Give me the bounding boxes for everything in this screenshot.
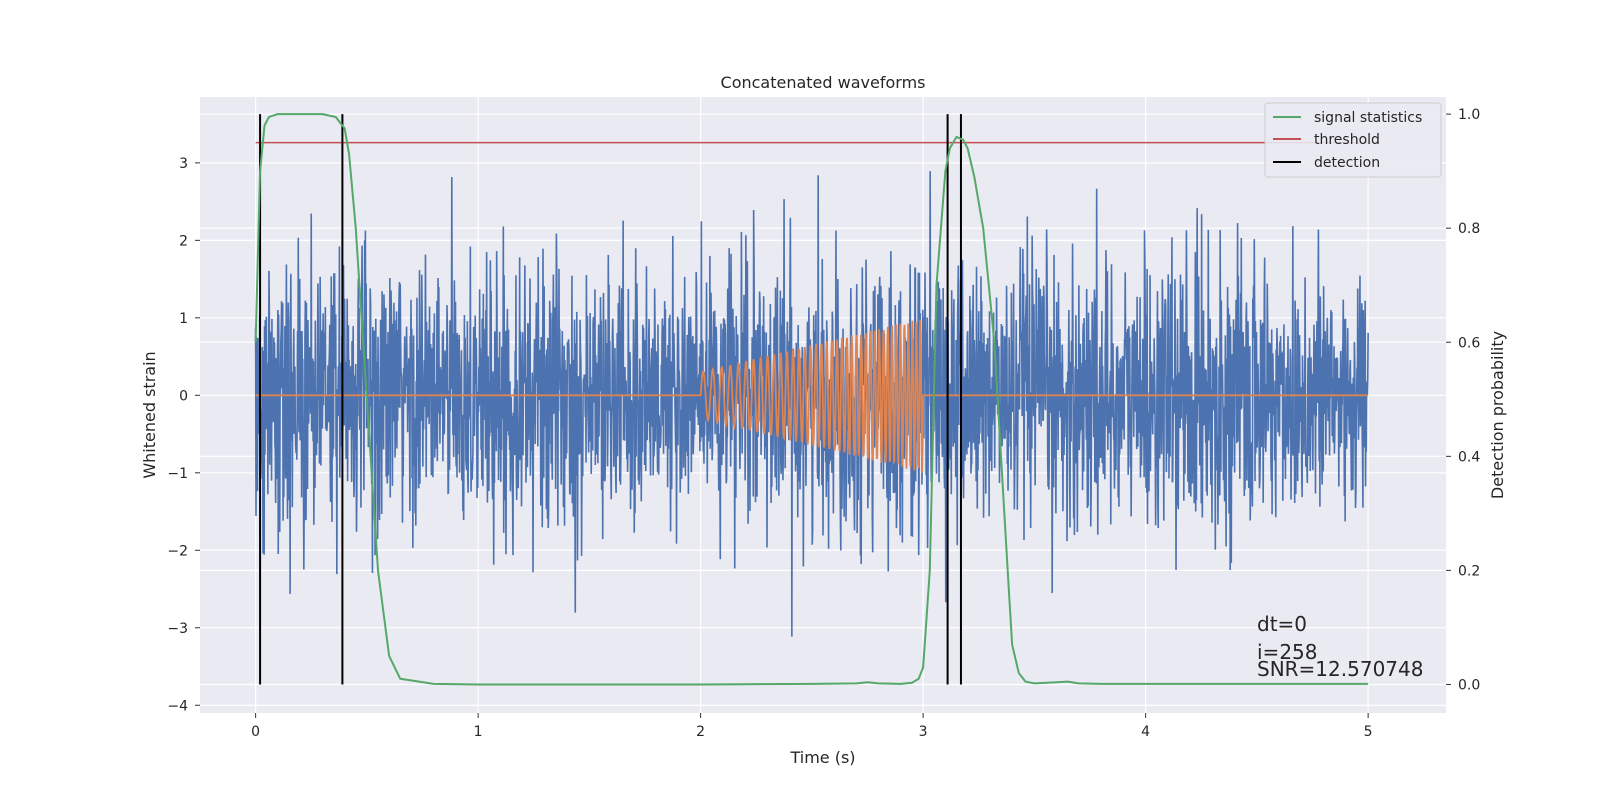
chart-title: Concatenated waveforms (721, 73, 926, 92)
series-signal-statistics-line (254, 113, 1369, 686)
x-axis-label: Time (s) (789, 748, 855, 767)
x-tick-label: 3 (919, 724, 928, 740)
annotation-i: i=258 (1257, 640, 1318, 664)
x-tick-label: 4 (1141, 724, 1150, 740)
y-tick-label-right: 1.0 (1458, 107, 1480, 123)
series-injection-line (255, 319, 1369, 473)
legend-box (1264, 102, 1442, 178)
y-tick-label-left: −4 (167, 698, 188, 714)
y-tick-label-right: 0.6 (1458, 335, 1480, 351)
y-tick-label-left: −1 (167, 466, 188, 482)
y-tick-label-left: 0 (179, 388, 188, 404)
series-layer (254, 113, 1380, 686)
y-tick-label-right: 0.0 (1458, 677, 1480, 693)
x-tick-label: 0 (251, 724, 260, 740)
y-ticks-left: −4 −3 −2 −1 0 1 2 3 (167, 156, 200, 714)
y-tick-label-right: 0.4 (1458, 449, 1480, 465)
y-tick-label-right: 0.8 (1458, 221, 1480, 237)
annotation-dt: dt=0 (1257, 612, 1307, 636)
y-tick-label-left: 1 (179, 311, 188, 327)
y-tick-label-left: 3 (179, 156, 188, 172)
legend: signal statistics threshold detection (1264, 102, 1442, 178)
legend-label-signal-statistics: signal statistics (1314, 110, 1422, 126)
y-tick-label-left: −2 (167, 543, 188, 559)
legend-label-threshold: threshold (1314, 132, 1380, 148)
x-tick-label: 1 (474, 724, 483, 740)
y-ticks-right: 0.0 0.2 0.4 0.6 0.8 1.0 (1446, 107, 1480, 693)
y-tick-label-left: 2 (179, 233, 188, 249)
y-axis-label-right: Detection probability (1488, 331, 1507, 499)
legend-label-detection: detection (1314, 155, 1380, 171)
y-axis-label-left: Whitened strain (140, 351, 159, 478)
x-tick-label: 2 (696, 724, 705, 740)
x-ticks: 0 1 2 3 4 5 (251, 713, 1373, 740)
x-tick-label: 5 (1364, 724, 1373, 740)
annotation-snr: SNR=12.570748 (1257, 657, 1423, 681)
y-tick-label-right: 0.2 (1458, 563, 1480, 579)
y-tick-label-left: −3 (167, 621, 188, 637)
